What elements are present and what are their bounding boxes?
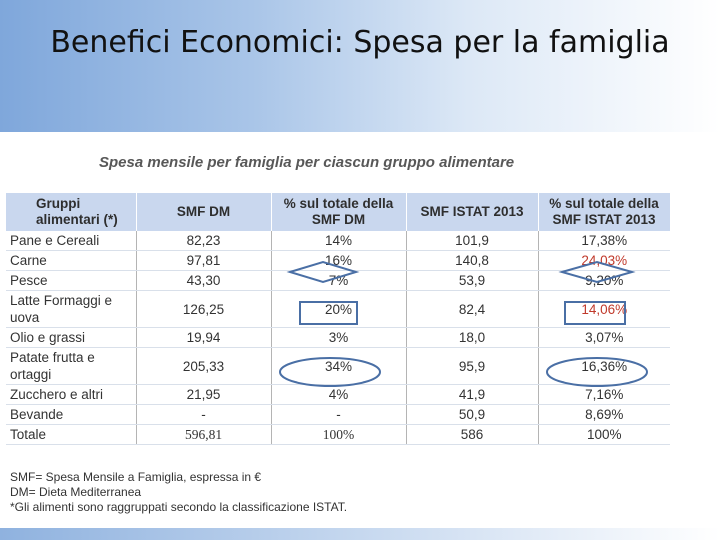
cell-pct-dm: 34%: [270, 347, 406, 385]
cell-smf-dm: 126,25: [135, 290, 271, 328]
cell-smf-dm: 82,23: [135, 231, 271, 251]
table-row: Carne 97,81 16% 140,8 24,03%: [6, 250, 670, 271]
header-pct-istat: % sul totale della SMF ISTAT 2013: [538, 193, 671, 231]
table-row: Pesce 43,30 7% 53,9 9,20%: [6, 270, 670, 291]
footnote-dm: DM= Dieta Mediterranea: [10, 485, 142, 499]
cell-pct-dm: 20%: [270, 290, 406, 328]
header-smf-istat: SMF ISTAT 2013: [406, 193, 539, 231]
cell-pct-dm: 7%: [270, 270, 406, 291]
cell-smf-dm: -: [135, 404, 271, 425]
cell-smf-dm: 19,94: [135, 327, 271, 348]
cell-smf-istat: 586: [405, 424, 538, 445]
slide-title: Benefici Economici: Spesa per la famigli…: [50, 25, 670, 60]
cell-group: Latte Formaggi e uova: [6, 290, 136, 328]
cell-pct-dm: 3%: [270, 327, 406, 348]
cell-group: Pesce: [6, 270, 136, 291]
table-row: Bevande - - 50,9 8,69%: [6, 404, 670, 425]
table-row: Latte Formaggi e uova 126,25 20% 82,4 14…: [6, 290, 670, 328]
cell-smf-istat: 18,0: [405, 327, 538, 348]
spending-table: Gruppi alimentari (*) SMF DM % sul total…: [6, 193, 671, 445]
cell-smf-istat: 82,4: [405, 290, 538, 328]
cell-pct-dm: 4%: [270, 384, 406, 405]
cell-smf-dm: 205,33: [135, 347, 271, 385]
cell-pct-istat: 8,69%: [537, 404, 670, 425]
cell-pct-istat: 7,16%: [537, 384, 670, 405]
cell-group: Totale: [6, 424, 136, 445]
cell-pct-istat: 3,07%: [537, 327, 670, 348]
cell-group: Zucchero e altri: [6, 384, 136, 405]
header-gruppi: Gruppi alimentari (*): [6, 193, 137, 231]
cell-pct-dm: 100%: [270, 424, 406, 445]
cell-smf-dm: 21,95: [135, 384, 271, 405]
cell-smf-istat: 53,9: [405, 270, 538, 291]
cell-group: Carne: [6, 250, 136, 271]
table-row: Olio e grassi 19,94 3% 18,0 3,07%: [6, 327, 670, 348]
cell-pct-istat: 24,03%: [537, 250, 670, 271]
cell-group: Patate frutta e ortaggi: [6, 347, 136, 385]
cell-pct-dm: -: [270, 404, 406, 425]
table-row: Zucchero e altri 21,95 4% 41,9 7,16%: [6, 384, 670, 405]
cell-group: Olio e grassi: [6, 327, 136, 348]
table-header-row: Gruppi alimentari (*) SMF DM % sul total…: [6, 193, 671, 231]
table-row-total: Totale 596,81 100% 586 100%: [6, 424, 670, 445]
cell-smf-istat: 95,9: [405, 347, 538, 385]
title-background: [0, 0, 720, 132]
cell-smf-istat: 140,8: [405, 250, 538, 271]
cell-smf-dm: 97,81: [135, 250, 271, 271]
cell-pct-istat: 9,20%: [537, 270, 670, 291]
cell-group: Pane e Cereali: [6, 231, 136, 251]
cell-pct-dm: 14%: [270, 231, 406, 251]
bottom-band: [0, 528, 720, 540]
footnotes: SMF= Spesa Mensile a Famiglia, espressa …: [10, 470, 347, 515]
cell-pct-istat: 14,06%: [537, 290, 670, 328]
header-smf-dm: SMF DM: [136, 193, 272, 231]
footnote-istat: *Gli alimenti sono raggruppati secondo l…: [10, 500, 348, 514]
cell-smf-istat: 41,9: [405, 384, 538, 405]
cell-pct-dm: 16%: [270, 250, 406, 271]
cell-smf-istat: 50,9: [405, 404, 538, 425]
table-row: Pane e Cereali 82,23 14% 101,9 17,38%: [6, 231, 670, 251]
header-pct-dm: % sul totale della SMF DM: [271, 193, 407, 231]
table-subtitle: Spesa mensile per famiglia per ciascun g…: [99, 154, 515, 171]
cell-pct-istat: 100%: [537, 424, 670, 445]
cell-pct-istat: 17,38%: [537, 231, 670, 251]
cell-smf-dm: 596,81: [135, 424, 271, 445]
cell-group: Bevande: [6, 404, 136, 425]
table-row: Patate frutta e ortaggi 205,33 34% 95,9 …: [6, 347, 670, 385]
cell-smf-dm: 43,30: [135, 270, 271, 291]
cell-pct-istat: 16,36%: [537, 347, 670, 385]
cell-smf-istat: 101,9: [405, 231, 538, 251]
footnote-smf: SMF= Spesa Mensile a Famiglia, espressa …: [10, 470, 262, 484]
